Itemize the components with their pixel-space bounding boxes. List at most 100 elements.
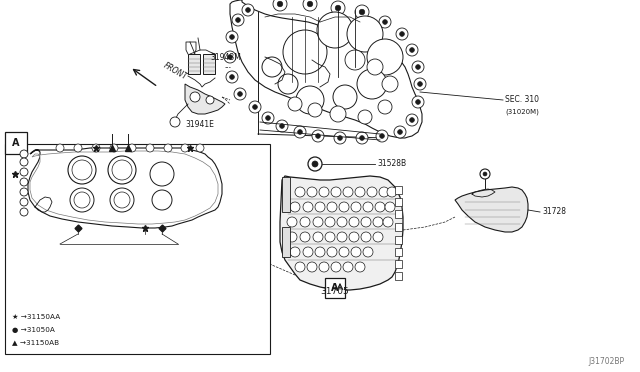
- Polygon shape: [230, 0, 422, 138]
- Circle shape: [20, 150, 28, 158]
- Circle shape: [110, 144, 118, 152]
- Circle shape: [339, 247, 349, 257]
- Circle shape: [288, 97, 302, 111]
- Text: (31020M): (31020M): [505, 109, 539, 115]
- Circle shape: [406, 114, 418, 126]
- Circle shape: [128, 144, 136, 152]
- Circle shape: [412, 61, 424, 73]
- Bar: [5, 132, 27, 154]
- Circle shape: [298, 129, 302, 134]
- Circle shape: [236, 17, 241, 22]
- Circle shape: [334, 132, 346, 144]
- Circle shape: [327, 202, 337, 212]
- Circle shape: [397, 129, 403, 134]
- Circle shape: [232, 14, 244, 26]
- Circle shape: [406, 44, 418, 56]
- Circle shape: [68, 156, 96, 184]
- Text: ★ →31150AA: ★ →31150AA: [12, 314, 60, 320]
- Circle shape: [480, 169, 490, 179]
- Circle shape: [319, 187, 329, 197]
- Circle shape: [280, 124, 284, 128]
- Circle shape: [325, 217, 335, 227]
- Circle shape: [262, 112, 274, 124]
- Bar: [203, 54, 215, 74]
- Bar: [395, 198, 402, 206]
- Text: 31528B: 31528B: [377, 160, 406, 169]
- Circle shape: [349, 232, 359, 242]
- Circle shape: [379, 187, 389, 197]
- Circle shape: [273, 0, 287, 11]
- Circle shape: [355, 187, 365, 197]
- Text: 31943M: 31943M: [210, 53, 241, 62]
- Circle shape: [290, 202, 300, 212]
- Circle shape: [312, 130, 324, 142]
- Bar: [325, 278, 345, 298]
- Bar: [395, 260, 402, 268]
- Circle shape: [335, 5, 341, 11]
- Circle shape: [383, 20, 387, 25]
- Circle shape: [315, 202, 325, 212]
- Circle shape: [20, 168, 28, 176]
- Circle shape: [345, 50, 365, 70]
- Circle shape: [303, 202, 313, 212]
- Circle shape: [276, 120, 288, 132]
- Circle shape: [196, 144, 204, 152]
- Circle shape: [417, 81, 422, 86]
- Circle shape: [375, 202, 385, 212]
- Circle shape: [92, 144, 100, 152]
- Circle shape: [226, 71, 238, 83]
- Circle shape: [349, 217, 359, 227]
- Circle shape: [319, 262, 329, 272]
- Circle shape: [343, 187, 353, 197]
- Text: 31705: 31705: [321, 287, 349, 296]
- Circle shape: [230, 75, 234, 79]
- Circle shape: [361, 217, 371, 227]
- Circle shape: [114, 192, 130, 208]
- Circle shape: [303, 247, 313, 257]
- Circle shape: [355, 5, 369, 19]
- Text: A: A: [332, 283, 339, 293]
- Circle shape: [382, 76, 398, 92]
- Circle shape: [387, 187, 397, 197]
- Circle shape: [287, 217, 297, 227]
- Text: J31702BP: J31702BP: [589, 357, 625, 366]
- Circle shape: [308, 103, 322, 117]
- Circle shape: [415, 100, 420, 105]
- Circle shape: [206, 96, 214, 104]
- Circle shape: [373, 217, 383, 227]
- Circle shape: [380, 134, 385, 138]
- Text: A: A: [12, 138, 20, 148]
- Circle shape: [325, 232, 335, 242]
- Circle shape: [367, 187, 377, 197]
- Circle shape: [112, 160, 132, 180]
- Text: 31941E: 31941E: [185, 120, 214, 129]
- Text: ● →31050A: ● →31050A: [12, 327, 55, 333]
- Circle shape: [356, 132, 368, 144]
- Circle shape: [253, 105, 257, 109]
- Circle shape: [394, 126, 406, 138]
- Circle shape: [287, 232, 297, 242]
- Circle shape: [278, 74, 298, 94]
- Bar: [188, 54, 200, 74]
- Circle shape: [363, 247, 373, 257]
- Circle shape: [295, 262, 305, 272]
- Circle shape: [226, 31, 238, 43]
- Circle shape: [379, 16, 391, 28]
- Bar: [395, 248, 402, 256]
- Circle shape: [351, 247, 361, 257]
- Circle shape: [164, 144, 172, 152]
- Circle shape: [331, 187, 341, 197]
- Circle shape: [277, 1, 283, 7]
- Circle shape: [249, 101, 261, 113]
- Circle shape: [190, 92, 200, 102]
- Circle shape: [295, 187, 305, 197]
- Polygon shape: [455, 187, 528, 232]
- Circle shape: [378, 100, 392, 114]
- Circle shape: [358, 110, 372, 124]
- Circle shape: [376, 130, 388, 142]
- Circle shape: [74, 144, 82, 152]
- Circle shape: [181, 144, 189, 152]
- Bar: [395, 186, 402, 194]
- Circle shape: [360, 136, 364, 140]
- Circle shape: [367, 39, 403, 75]
